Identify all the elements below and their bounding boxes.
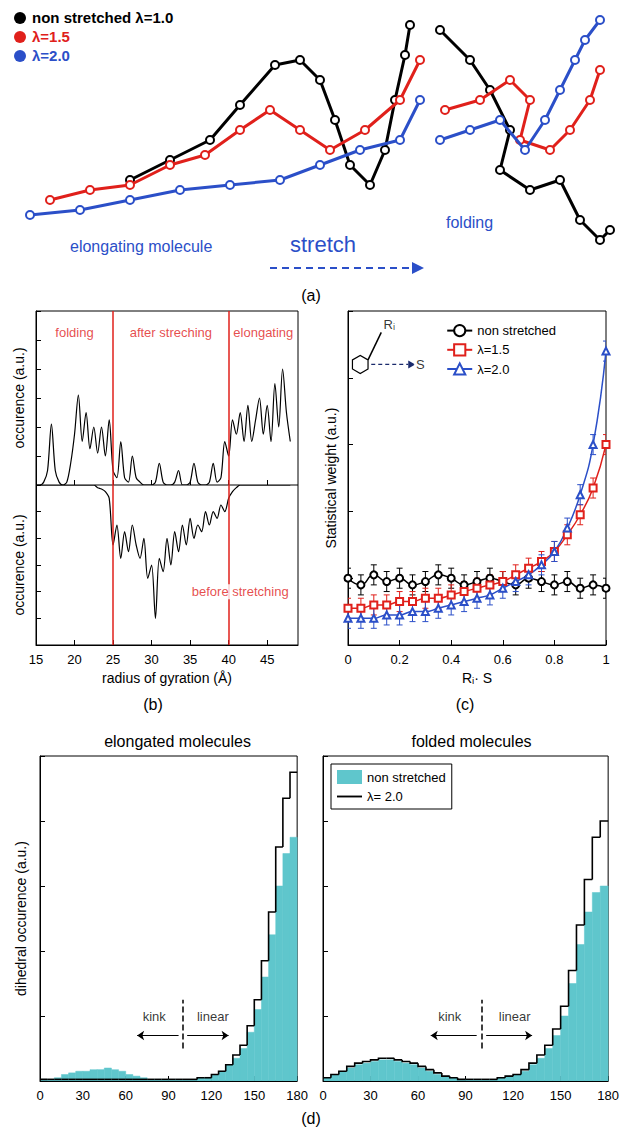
svg-text:dihedral occurence (a.u.): dihedral occurence (a.u.) xyxy=(13,841,29,996)
svg-text:elongating: elongating xyxy=(233,325,293,340)
svg-text:150: 150 xyxy=(243,1088,265,1103)
svg-text:occurence (a.u.): occurence (a.u.) xyxy=(11,347,27,448)
svg-text:folded molecules: folded molecules xyxy=(411,733,531,750)
svg-text:linear: linear xyxy=(499,1009,531,1024)
svg-text:elongated molecules: elongated molecules xyxy=(104,733,251,750)
svg-text:90: 90 xyxy=(458,1088,472,1103)
svg-text:30: 30 xyxy=(363,1088,377,1103)
svg-text:kink: kink xyxy=(438,1009,462,1024)
html-text:(b): (b) xyxy=(143,696,163,713)
svg-text:λ=1.5: λ=1.5 xyxy=(32,28,70,45)
svg-text:60: 60 xyxy=(118,1088,132,1103)
svg-text:folding: folding xyxy=(55,325,93,340)
svg-text:Rᵢ· S: Rᵢ· S xyxy=(462,670,492,686)
svg-text:0.8: 0.8 xyxy=(545,652,563,667)
svg-text:λ=1.5: λ=1.5 xyxy=(477,342,509,357)
svg-text:λ=2.0: λ=2.0 xyxy=(477,362,509,377)
svg-text:0: 0 xyxy=(344,652,351,667)
svg-text:S: S xyxy=(416,357,425,372)
svg-text:90: 90 xyxy=(161,1088,175,1103)
svg-text:25: 25 xyxy=(106,652,120,667)
svg-text:kink: kink xyxy=(143,1009,167,1024)
svg-text:0.2: 0.2 xyxy=(391,652,409,667)
svg-text:120: 120 xyxy=(201,1088,223,1103)
svg-text:180: 180 xyxy=(597,1088,619,1103)
svg-text:180: 180 xyxy=(286,1088,308,1103)
html-text:(a): (a) xyxy=(301,287,321,304)
svg-text:45: 45 xyxy=(260,652,274,667)
svg-text:Rᵢ: Rᵢ xyxy=(384,317,395,332)
svg-text:non stretched λ=1.0: non stretched λ=1.0 xyxy=(32,9,173,26)
svg-text:stretch: stretch xyxy=(290,232,356,257)
svg-text:60: 60 xyxy=(411,1088,425,1103)
svg-text:150: 150 xyxy=(550,1088,572,1103)
svg-text:occurence (a.u.): occurence (a.u.) xyxy=(11,514,27,615)
svg-text:non stretched: non stretched xyxy=(477,323,556,338)
html-text:(c): (c) xyxy=(455,696,475,713)
svg-text:40: 40 xyxy=(221,652,235,667)
svg-text:1: 1 xyxy=(602,652,609,667)
svg-text:20: 20 xyxy=(67,652,81,667)
svg-text:35: 35 xyxy=(183,652,197,667)
svg-text:folding: folding xyxy=(446,214,493,231)
svg-text:120: 120 xyxy=(502,1088,524,1103)
html-text:(d): (d) xyxy=(301,1110,321,1127)
svg-text:after streching: after streching xyxy=(130,325,212,340)
svg-text:elongating molecule: elongating molecule xyxy=(70,238,212,255)
svg-text:radius of gyration (Å): radius of gyration (Å) xyxy=(102,670,232,686)
svg-text:0: 0 xyxy=(36,1088,43,1103)
svg-text:λ=2.0: λ=2.0 xyxy=(32,47,70,64)
svg-text:15: 15 xyxy=(29,652,43,667)
svg-text:non stretched: non stretched xyxy=(367,770,446,785)
svg-text:0: 0 xyxy=(319,1088,326,1103)
svg-text:linear: linear xyxy=(197,1009,229,1024)
svg-text:0.6: 0.6 xyxy=(494,652,512,667)
svg-text:0.4: 0.4 xyxy=(442,652,460,667)
svg-text:30: 30 xyxy=(76,1088,90,1103)
svg-text:Statistical weight (a.u.): Statistical weight (a.u.) xyxy=(323,408,339,549)
svg-text:30: 30 xyxy=(144,652,158,667)
svg-text:λ= 2.0: λ= 2.0 xyxy=(367,789,403,804)
svg-text:before stretching: before stretching xyxy=(192,584,289,599)
